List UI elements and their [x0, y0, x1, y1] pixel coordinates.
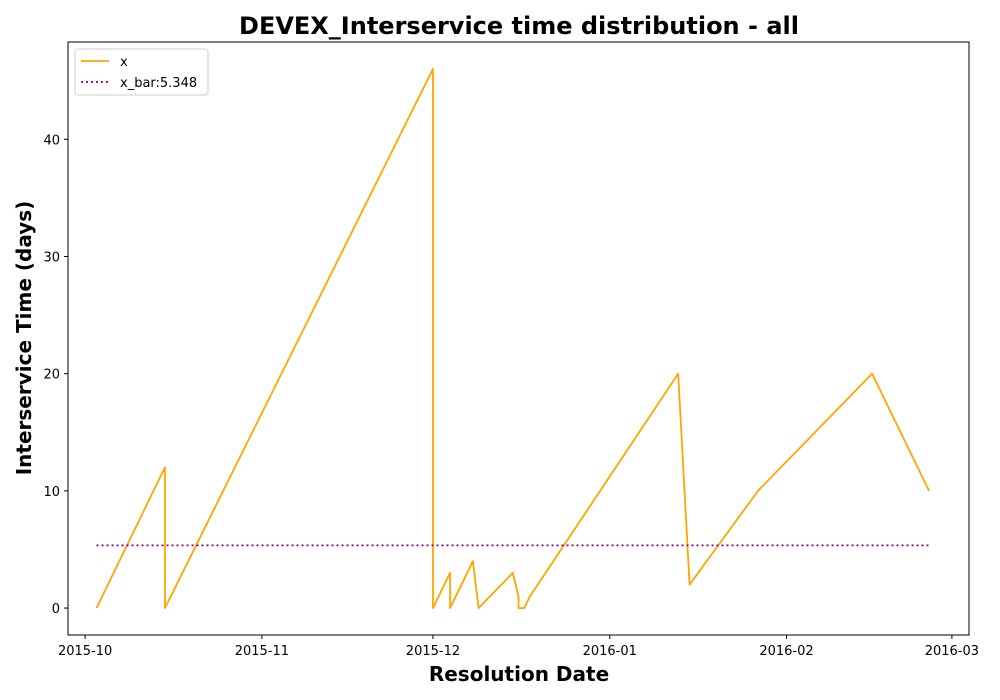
legend-label-x-bar: x_bar:5.348 [120, 76, 197, 91]
chart-title: DEVEX_Interservice time distribution - a… [239, 12, 799, 40]
y-axis-ticks: 0 10 20 30 40 [43, 133, 68, 617]
legend-label-x: x [120, 55, 128, 70]
y-tick-label: 20 [43, 368, 60, 383]
legend: x x_bar:5.348 [74, 48, 209, 96]
x-tick-label: 2016-03 [925, 644, 979, 659]
plot-area [67, 41, 970, 636]
x-tick-label: 2015-12 [406, 644, 460, 659]
x-tick-label: 2015-11 [235, 644, 289, 659]
y-tick-label: 30 [43, 250, 60, 265]
x-axis-ticks: 2015-10 2015-11 2015-12 2016-01 2016-02 2016-… [58, 635, 979, 659]
x-tick-label: 2016-01 [583, 644, 637, 659]
x-tick-label: 2016-02 [759, 644, 813, 659]
y-tick-label: 0 [52, 602, 60, 617]
x-axis-label: Resolution Date [429, 662, 609, 686]
series-line-x [95, 68, 930, 609]
y-tick-label: 10 [43, 485, 60, 500]
series-layer [95, 68, 930, 609]
y-tick-label: 40 [43, 133, 60, 148]
x-tick-label: 2015-10 [58, 644, 112, 659]
y-axis-label: Interservice Time (days) [12, 201, 36, 476]
